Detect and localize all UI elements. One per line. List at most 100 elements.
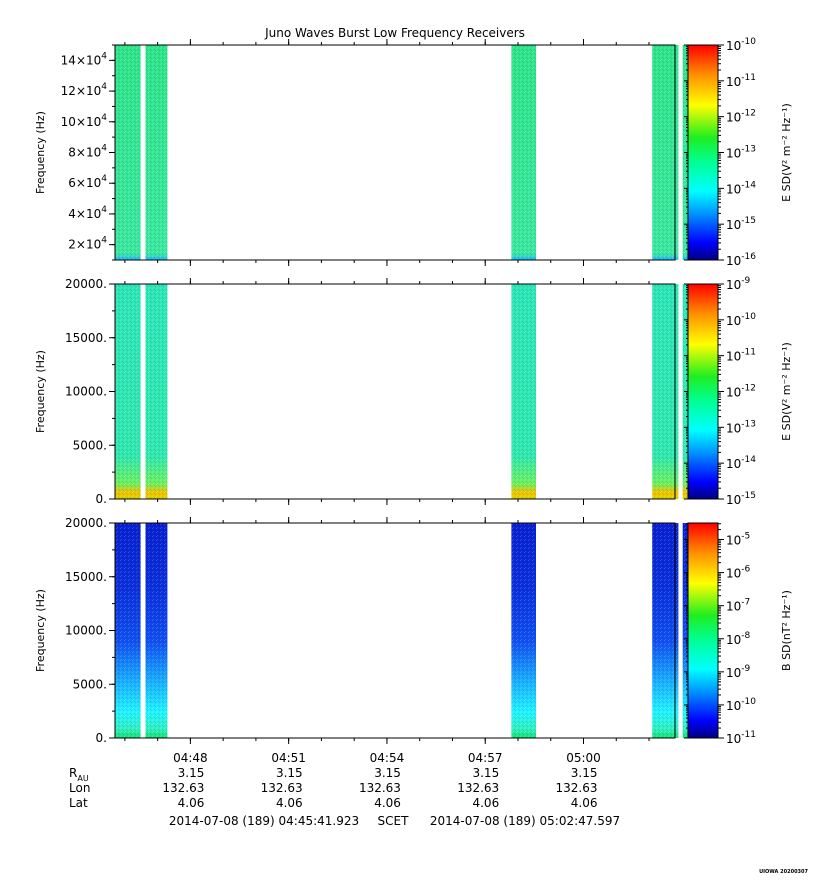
colorbar-tick-label: 10-16: [726, 252, 756, 268]
colorbar-tick-exponent: -11: [741, 73, 756, 83]
ephemeris-value: 4.06: [178, 796, 205, 810]
colorbar-tick-exponent: -15: [741, 216, 756, 226]
colorbar-tick-base: 10: [726, 386, 741, 400]
x-tick-label: 04:51: [271, 751, 306, 765]
y-tick-label: 2×104: [68, 236, 107, 252]
panel-frame: [114, 44, 676, 261]
panel-frame: [114, 522, 676, 739]
ephemeris-value: 3.15: [178, 766, 205, 780]
ephemeris-value: 3.15: [374, 766, 401, 780]
y-tick-label: 8×104: [68, 144, 107, 160]
colorbar-gradient: [688, 523, 718, 738]
y-tick-exponent: 4: [101, 205, 107, 215]
ephemeris-value: 4.06: [374, 796, 401, 810]
y-tick-exponent: 4: [101, 236, 107, 246]
y-tick-mantissa: 4×10: [68, 207, 101, 221]
x-tick-label: 04:54: [370, 751, 405, 765]
colorbar-tick-label: 10-10: [726, 697, 756, 713]
y-axis-label: Frequency (Hz): [34, 111, 47, 194]
x-tick-label: 04:48: [173, 751, 208, 765]
ephemeris-row-label-sub: AU: [77, 774, 88, 783]
colorbar-tick-label: 10-12: [726, 109, 756, 125]
colorbar-tick-label: 10-10: [726, 312, 756, 328]
colorbar-tick-label: 10-5: [726, 532, 750, 548]
ephemeris-value: 132.63: [359, 781, 401, 795]
y-tick-label: 0.: [96, 731, 107, 745]
y-tick-mantissa: 10×10: [61, 115, 102, 129]
y-tick-label: 0.: [96, 492, 107, 506]
y-tick-exponent: 4: [101, 174, 107, 184]
y-axis-label: Frequency (Hz): [34, 589, 47, 672]
time-range-end: 2014-07-08 (189) 05:02:47.597: [430, 814, 620, 828]
colorbar-tick-exponent: -12: [741, 109, 756, 119]
y-tick-exponent: 4: [101, 82, 107, 92]
colorbar-tick-label: 10-14: [726, 455, 756, 471]
colorbar-tick-label: 10-13: [726, 419, 756, 435]
colorbar-tick-base: 10: [726, 254, 741, 268]
colorbar-tick-exponent: -12: [741, 384, 756, 394]
colorbar-tick-exponent: -13: [741, 145, 756, 155]
colorbar-tick-exponent: -14: [741, 455, 756, 465]
colorbar-tick-base: 10: [726, 39, 741, 53]
colorbar-gradient: [688, 284, 718, 499]
colorbar-tick-exponent: -14: [741, 180, 756, 190]
colorbar-tick-label: 10-15: [726, 491, 756, 507]
x-tick-label: 05:00: [566, 751, 601, 765]
spectrogram-panel-1: 2×1044×1046×1048×10410×10412×10414×104Fr…: [34, 37, 793, 268]
ephemeris-value: 4.06: [472, 796, 499, 810]
chart-title: Juno Waves Burst Low Frequency Receivers: [264, 26, 525, 40]
ephemeris-value: 132.63: [457, 781, 499, 795]
panel-frame: [114, 283, 676, 500]
ephemeris-value: 3.15: [571, 766, 598, 780]
y-tick-label: 12×104: [61, 82, 108, 98]
y-axis-label: Frequency (Hz): [34, 350, 47, 433]
colorbar-tick-base: 10: [726, 350, 741, 364]
colorbar-label: B SD(nT² Hz⁻¹): [780, 590, 793, 671]
colorbar-tick-label: 10-12: [726, 384, 756, 400]
colorbar-tick-exponent: -8: [741, 631, 750, 641]
colorbar-tick-exponent: -11: [741, 730, 756, 740]
y-tick-label: 20000.: [65, 516, 107, 530]
colorbar-tick-base: 10: [726, 699, 741, 713]
x-tick-label: 04:57: [468, 751, 503, 765]
ephemeris-row-label: Lon: [69, 781, 90, 795]
colorbar-tick-base: 10: [726, 457, 741, 471]
y-tick-label: 6×104: [68, 174, 107, 190]
colorbar-tick-base: 10: [726, 534, 741, 548]
data-band-texture: [652, 45, 679, 260]
colorbar-tick-exponent: -9: [741, 276, 750, 286]
colorbar-tick-exponent: -15: [741, 491, 756, 501]
colorbar-tick-exponent: -13: [741, 419, 756, 429]
colorbar-tick-label: 10-6: [726, 565, 751, 581]
ephemeris-value: 4.06: [276, 796, 303, 810]
colorbar-tick-label: 10-11: [726, 348, 756, 364]
ephemeris-value: 132.63: [555, 781, 597, 795]
y-tick-exponent: 4: [101, 51, 107, 61]
colorbar-tick-base: 10: [726, 732, 741, 746]
ephemeris-value: 4.06: [571, 796, 598, 810]
y-tick-mantissa: 8×10: [68, 146, 101, 160]
colorbar-tick-base: 10: [726, 147, 741, 161]
y-tick-label: 4×104: [68, 205, 107, 221]
ephemeris-value: 3.15: [276, 766, 303, 780]
y-tick-mantissa: 12×10: [61, 84, 102, 98]
y-tick-label: 5000.: [73, 677, 107, 691]
colorbar-tick-base: 10: [726, 600, 741, 614]
colorbar-tick-label: 10-11: [726, 730, 756, 746]
colorbar-tick-exponent: -5: [741, 532, 750, 542]
colorbar-tick-label: 10-11: [726, 73, 756, 89]
colorbar-label: E SD(V² m⁻² Hz⁻¹): [780, 103, 793, 202]
colorbar-tick-label: 10-9: [726, 276, 751, 292]
data-band-texture: [511, 284, 536, 499]
colorbar-tick-exponent: -10: [741, 37, 756, 47]
colorbar-tick-base: 10: [726, 421, 741, 435]
colorbar-label: E SD(V² m⁻² Hz⁻¹): [780, 342, 793, 441]
colorbar-tick-exponent: -10: [741, 697, 756, 707]
colorbar-gradient: [688, 45, 718, 260]
time-range-start: 2014-07-08 (189) 04:45:41.923: [169, 814, 359, 828]
data-band-texture: [511, 45, 536, 260]
